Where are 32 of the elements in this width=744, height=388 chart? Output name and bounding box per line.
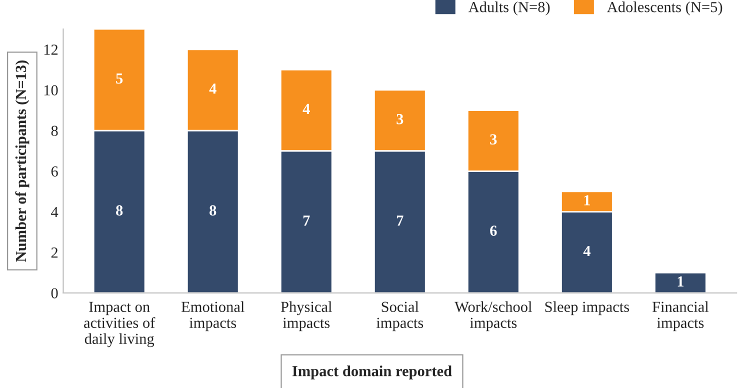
y-tick-label: 8 <box>51 126 58 136</box>
data-label: 4 <box>209 84 216 94</box>
data-label: 1 <box>584 195 590 206</box>
data-label: 6 <box>490 226 497 236</box>
x-tick-label: Work/school impacts <box>454 301 532 332</box>
x-axis-title: Impact domain reported <box>292 366 452 380</box>
y-tick-label: 2 <box>51 248 58 258</box>
data-label: 7 <box>396 216 404 226</box>
y-axis-title: Number of participants (N=13) <box>15 60 30 262</box>
x-tick-label: Social impacts <box>376 301 424 332</box>
data-label: 8 <box>116 205 123 216</box>
data-label: 1 <box>678 276 684 286</box>
data-label: 5 <box>116 74 123 84</box>
legend-label: Adults (N=8) <box>468 1 550 16</box>
data-label: 7 <box>303 216 310 226</box>
x-tick-label: Impact on activities of daily living <box>84 302 156 348</box>
y-tick-label: 0 <box>51 288 58 298</box>
y-tick-label: 12 <box>44 44 58 55</box>
data-label: 3 <box>396 114 404 124</box>
y-tick-label: 10 <box>44 85 58 96</box>
data-label: 4 <box>583 246 590 256</box>
y-tick-label: 4 <box>51 207 58 218</box>
x-tick-label: Sleep impacts <box>545 301 630 316</box>
data-label: 3 <box>490 134 497 145</box>
legend-label: Adolescents (N=5) <box>607 1 722 16</box>
data-label: 4 <box>302 104 310 114</box>
data-label: 8 <box>210 205 216 216</box>
bar <box>654 272 707 293</box>
y-tick-label: 6 <box>51 166 58 177</box>
x-tick-label: Physical impacts <box>280 301 332 332</box>
x-tick-label: Emotional impacts <box>181 301 244 332</box>
x-tick-label: Financial impacts <box>652 301 709 332</box>
